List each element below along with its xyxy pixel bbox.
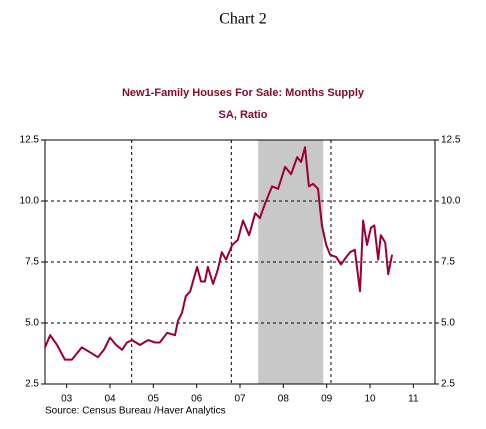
x-tick-label: 03 <box>61 394 73 405</box>
source: Source: Census Bureau /Haver Analytics <box>45 406 226 417</box>
x-tick-label: 11 <box>408 394 419 405</box>
chart-title: New1-Family Houses For Sale: Months Supp… <box>122 87 365 99</box>
y2-tick-label: 2.5 <box>441 379 455 390</box>
page-title: Chart 2 <box>219 11 267 28</box>
y2-tick-label: 5.0 <box>441 318 455 329</box>
x-tick-label: 07 <box>234 394 246 405</box>
x-tick-label: 04 <box>104 394 116 405</box>
x-tick-label: 05 <box>148 394 160 405</box>
y2-tick-label: 10.0 <box>441 196 461 207</box>
line-series <box>44 146 394 361</box>
y-tick-label: 2.5 <box>25 379 39 390</box>
y-tick-label: 12.5 <box>20 135 40 146</box>
y-tick-label: 5.0 <box>25 318 39 329</box>
x-tick-label: 09 <box>321 394 333 405</box>
y2-tick-label: 12.5 <box>441 135 461 146</box>
x-tick-label: 06 <box>191 394 203 405</box>
y-tick-label: 7.5 <box>25 257 39 268</box>
x-tick-label: 08 <box>278 394 290 405</box>
chart-subtitle: SA, Ratio <box>219 109 268 121</box>
x-tick-label: 10 <box>364 394 376 405</box>
y2-tick-label: 7.5 <box>441 257 455 268</box>
y-tick-label: 10.0 <box>20 196 40 207</box>
